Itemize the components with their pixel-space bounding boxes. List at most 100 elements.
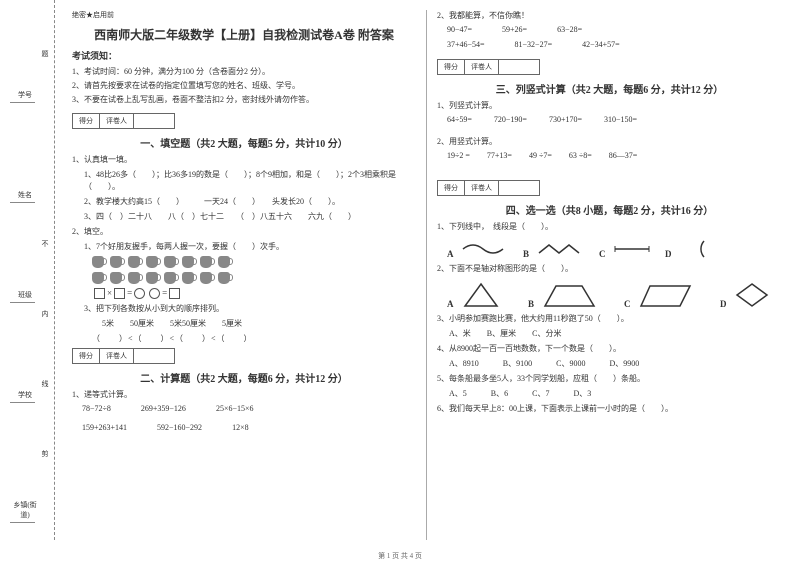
secret-label: 绝密★启用前 bbox=[72, 10, 416, 20]
shape-options: A B C D bbox=[447, 281, 782, 309]
q2-line: 1、7个好朋友握手，每两人握一次，要握（ ）次手。 bbox=[84, 241, 416, 253]
binding-mark: 内 bbox=[40, 310, 50, 317]
left-column: 绝密★启用前 西南师大版二年级数学【上册】自我检测试卷A卷 附答案 考试须知： … bbox=[62, 10, 427, 540]
score-blank bbox=[134, 114, 174, 128]
calc-row: 19÷2 = 77+13= 49 ÷7= 63 ÷8= 86—37= bbox=[447, 151, 782, 160]
binding-field-township: 乡镇(街道) bbox=[10, 500, 40, 523]
q2-values: 5米 50厘米 5米50厘米 5厘米 bbox=[102, 318, 416, 330]
cup-icons-row bbox=[92, 256, 416, 270]
opt-a: A bbox=[447, 249, 459, 259]
cup-icon bbox=[92, 272, 104, 284]
choice-q3: 3、小明参加赛跑比赛，他大约用11秒跑了50（ ）。 bbox=[437, 313, 782, 325]
binding-mark: 线 bbox=[40, 380, 50, 387]
section-4-title: 四、选一选（共8 小题，每题2 分，共计16 分） bbox=[437, 202, 782, 217]
formula-boxes: ×== bbox=[92, 288, 416, 299]
choice-q5-opts: A、5 B、6 C、7 D、3 bbox=[449, 388, 782, 400]
calc2-head: 2、我都能算，不信你瞧！ bbox=[437, 10, 782, 22]
q1-line: 3、四（ ）二十八 八（ ）七十二 （ ）八五十六 六九（ ） bbox=[84, 211, 416, 223]
cup-icon bbox=[164, 256, 176, 268]
page-footer: 第 1 页 共 4 页 bbox=[0, 551, 800, 561]
notice-heading: 考试须知： bbox=[72, 49, 416, 62]
cup-icon bbox=[128, 256, 140, 268]
q2-line3: 3、把下列各数按从小到大的顺序排列。 bbox=[84, 303, 416, 315]
opt-b: B bbox=[528, 299, 540, 309]
q2-head: 2、填空。 bbox=[72, 226, 416, 238]
binding-field-school: 学校 bbox=[10, 390, 40, 403]
vert1-head: 1、列竖式计算。 bbox=[437, 100, 782, 112]
vert2-head: 2、用竖式计算。 bbox=[437, 136, 782, 148]
marker-label: 评卷人 bbox=[465, 181, 499, 195]
cup-icon bbox=[110, 272, 122, 284]
wavy-line-icon bbox=[461, 241, 511, 257]
marker-label: 评卷人 bbox=[100, 114, 134, 128]
score-box: 得分 评卷人 bbox=[72, 348, 175, 364]
cup-icon bbox=[128, 272, 140, 284]
binding-mark: 题 bbox=[40, 50, 50, 57]
trapezoid-icon bbox=[542, 281, 597, 309]
choice-q6: 6、我们每天早上8：00上课，下面表示上课前一小时的是（ ）。 bbox=[437, 403, 782, 415]
opt-d: D bbox=[720, 299, 732, 309]
marker-label: 评卷人 bbox=[465, 60, 499, 74]
score-blank bbox=[134, 349, 174, 363]
arc-line-icon bbox=[679, 239, 709, 259]
choice-q5: 5、每条船最多坐5人，33个同学划船，应租（ ）条船。 bbox=[437, 373, 782, 385]
cup-icon bbox=[146, 256, 158, 268]
score-box: 得分 评卷人 bbox=[437, 59, 540, 75]
opt-b: B bbox=[523, 249, 535, 259]
zigzag-line-icon bbox=[537, 241, 587, 257]
cup-icon bbox=[182, 272, 194, 284]
score-box: 得分 评卷人 bbox=[72, 113, 175, 129]
cup-icon bbox=[218, 272, 230, 284]
line-options: A B C D bbox=[447, 239, 782, 259]
cup-icon bbox=[92, 256, 104, 268]
section-1-title: 一、填空题（共2 大题，每题5 分，共计10 分） bbox=[72, 135, 416, 150]
score-blank bbox=[499, 60, 539, 74]
opt-c: C bbox=[624, 299, 636, 309]
notice-item: 1、考试时间：60 分钟，满分为100 分（含卷面分2 分）。 bbox=[72, 66, 416, 77]
diamond-icon bbox=[734, 281, 770, 309]
calc-row: 78−72÷8269+359−12625×6−15×6 bbox=[82, 404, 416, 413]
opt-a: A bbox=[447, 299, 459, 309]
paper-title: 西南师大版二年级数学【上册】自我检测试卷A卷 附答案 bbox=[72, 26, 416, 43]
binding-mark: 不 bbox=[40, 240, 50, 247]
binding-mark: 剪 bbox=[40, 450, 50, 457]
binding-field-id: 学号 bbox=[10, 90, 40, 103]
choice-q1: 1、下列线中， 线段是（ ）。 bbox=[437, 221, 782, 233]
choice-q3-opts: A、米 B、厘米 C、分米 bbox=[449, 328, 782, 340]
triangle-icon bbox=[461, 281, 501, 309]
score-label: 得分 bbox=[73, 349, 100, 363]
page-content: 绝密★启用前 西南师大版二年级数学【上册】自我检测试卷A卷 附答案 考试须知： … bbox=[62, 10, 792, 540]
calc-row: 159+263+141592−160−29212×8 bbox=[82, 423, 416, 432]
score-blank bbox=[499, 181, 539, 195]
notice-item: 2、请首先按要求在试卷的指定位置填写您的姓名、班级、学号。 bbox=[72, 80, 416, 91]
calc-row: 37+46−54=81−32−27=42−34+57= bbox=[447, 40, 782, 49]
segment-line-icon bbox=[613, 241, 653, 257]
cup-icon bbox=[200, 272, 212, 284]
cup-icons-row bbox=[92, 272, 416, 286]
cup-icon bbox=[182, 256, 194, 268]
q1-line: 1、48比26多（ ）；比36多19的数是（ ）；8个9相加，和是（ ）；2个3… bbox=[84, 169, 416, 193]
choice-q4: 4、从8900起一百一百地数数，下一个数是（ ）。 bbox=[437, 343, 782, 355]
q2-order: （ ）<（ ）<（ ）<（ ） bbox=[92, 333, 416, 344]
opt-c: C bbox=[599, 249, 611, 259]
choice-q4-opts: A、8910 B、9100 C、9000 D、9900 bbox=[449, 358, 782, 370]
binding-field-name: 姓名 bbox=[10, 190, 40, 203]
marker-label: 评卷人 bbox=[100, 349, 134, 363]
right-column: 2、我都能算，不信你瞧！ 90−47=59+26=63−28= 37+46−54… bbox=[427, 10, 792, 540]
notice-item: 3、不要在试卷上乱写乱画，卷面不整洁扣2 分，密封线外请勿作答。 bbox=[72, 94, 416, 105]
cup-icon bbox=[218, 256, 230, 268]
binding-field-class: 班级 bbox=[10, 290, 40, 303]
opt-d: D bbox=[665, 249, 677, 259]
cup-icon bbox=[200, 256, 212, 268]
cup-icon bbox=[110, 256, 122, 268]
score-label: 得分 bbox=[438, 60, 465, 74]
calc-row: 64÷59= 720−190= 730+170= 310−150= bbox=[447, 115, 782, 124]
calc1-head: 1、递等式计算。 bbox=[72, 389, 416, 401]
cup-icon bbox=[146, 272, 158, 284]
parallelogram-icon bbox=[638, 281, 693, 309]
q1-head: 1、认真填一填。 bbox=[72, 154, 416, 166]
choice-q2: 2、下面不是轴对称图形的是（ ）。 bbox=[437, 263, 782, 275]
score-label: 得分 bbox=[73, 114, 100, 128]
section-2-title: 二、计算题（共2 大题，每题6 分，共计12 分） bbox=[72, 370, 416, 385]
cup-icon bbox=[164, 272, 176, 284]
